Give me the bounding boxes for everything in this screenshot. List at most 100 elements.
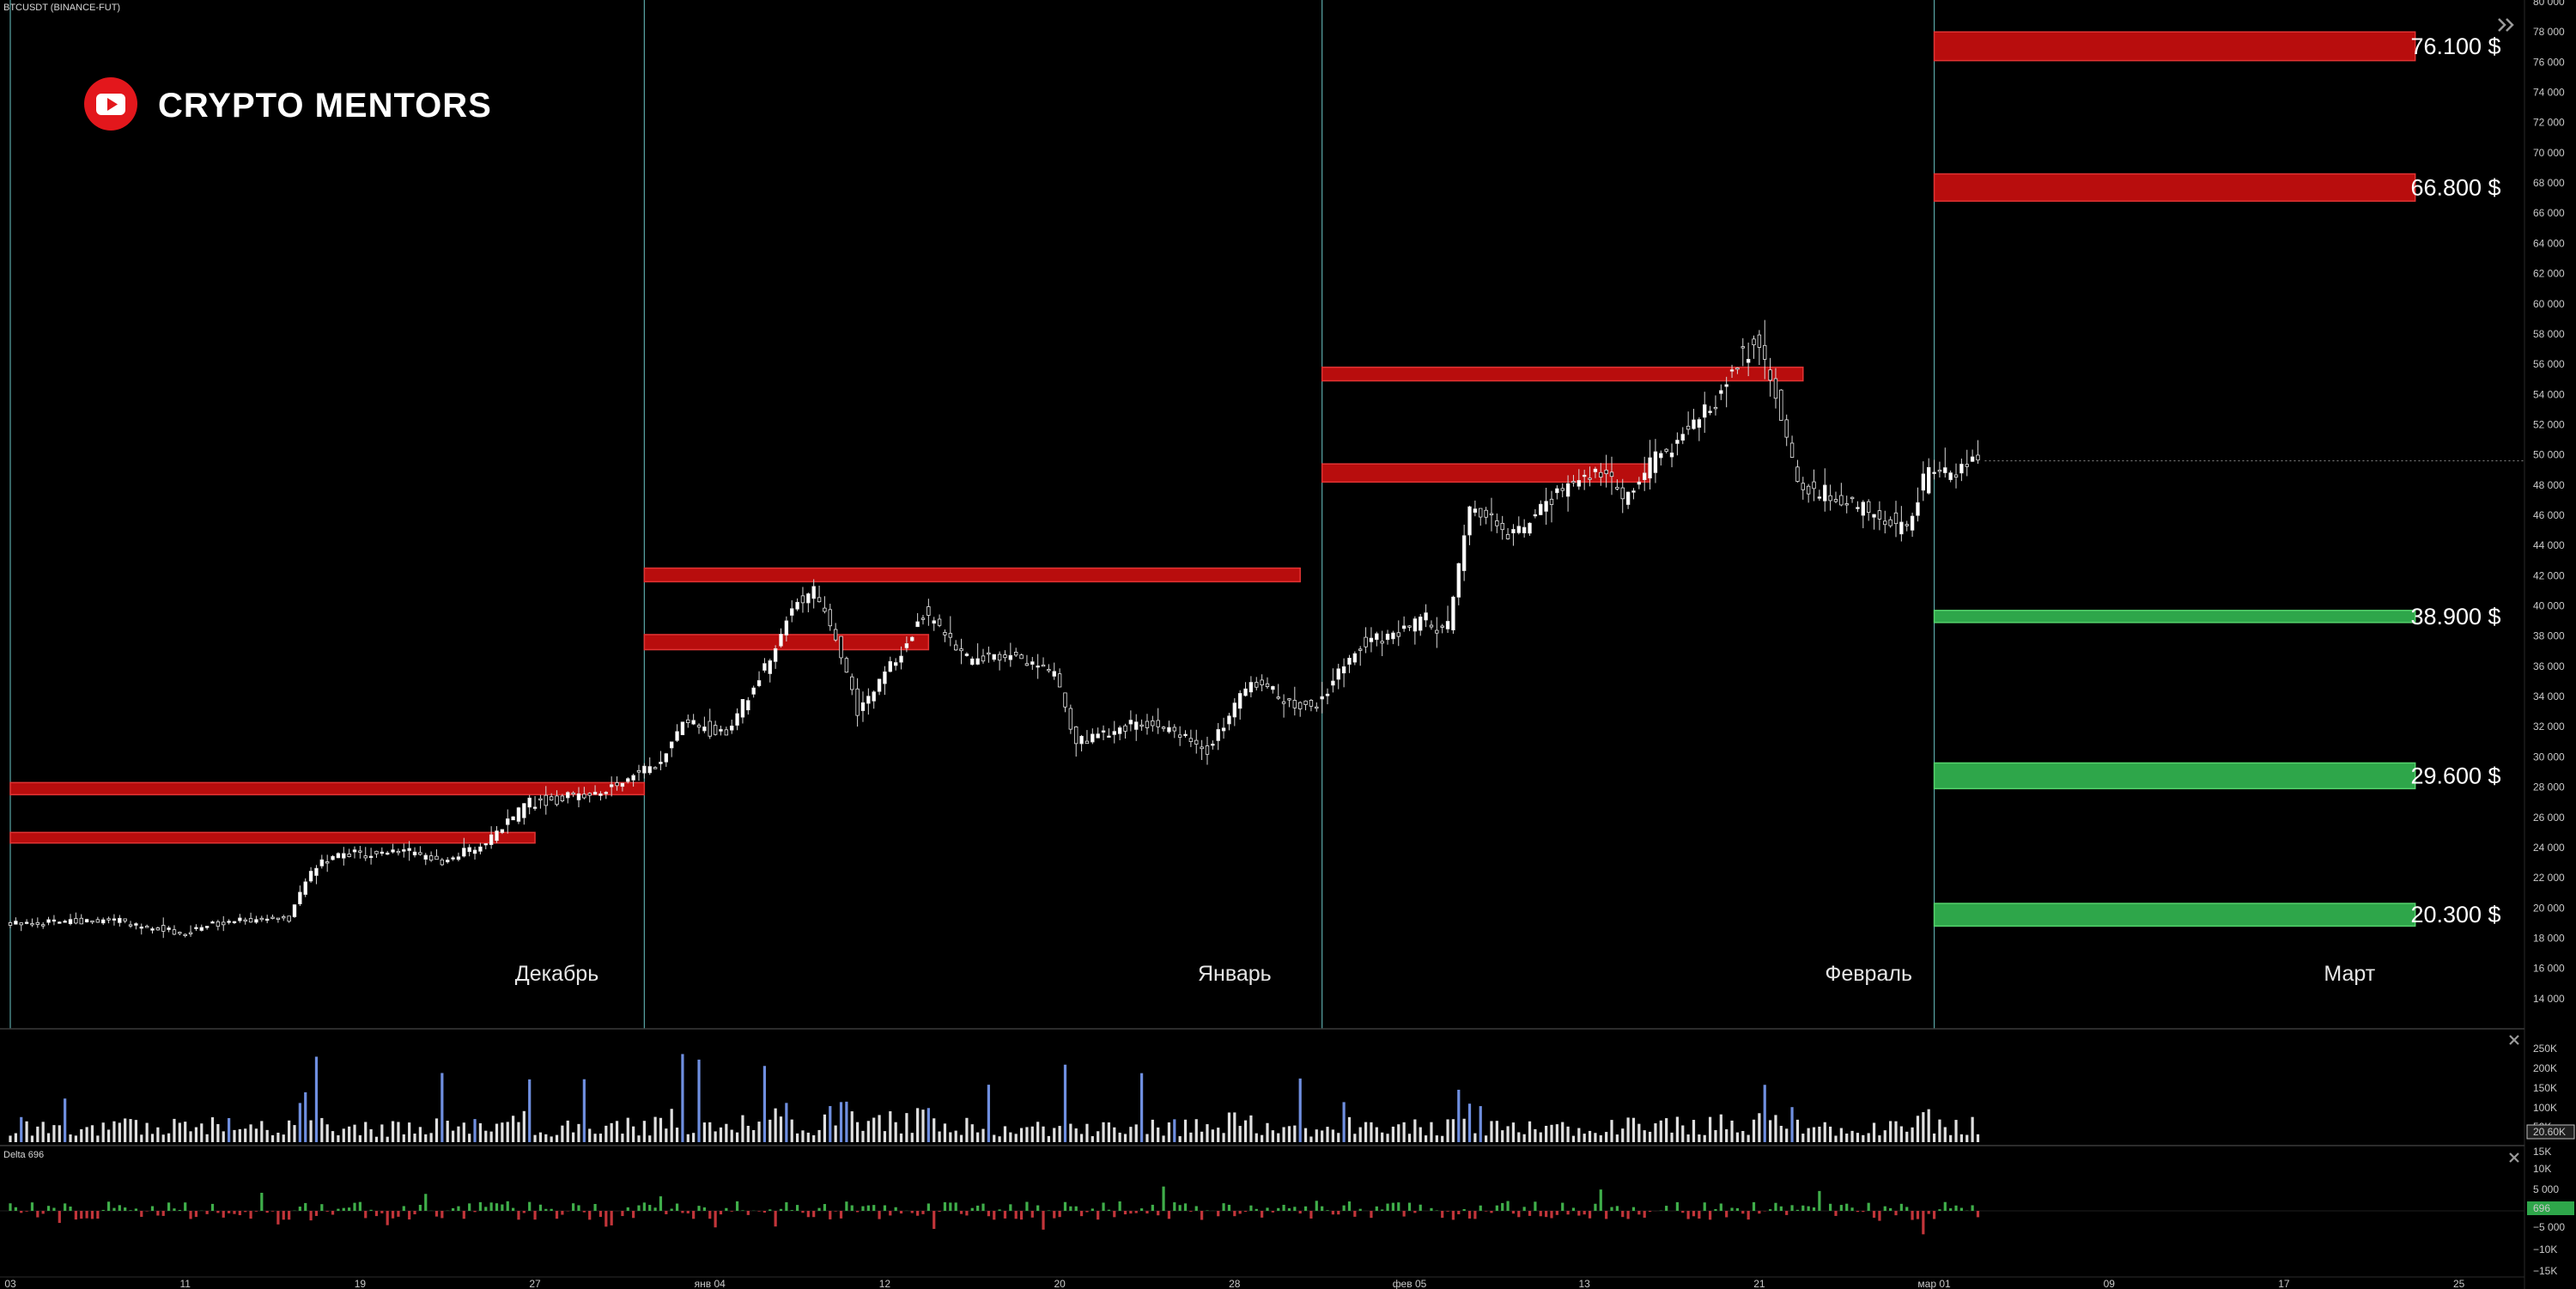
- candle-body: [1216, 729, 1220, 741]
- delta-bar: [1107, 1209, 1111, 1211]
- candle-body: [325, 861, 330, 864]
- volume-bar: [752, 1129, 756, 1142]
- candle-body: [1151, 721, 1155, 727]
- volume-bar: [446, 1121, 449, 1142]
- candle-body: [1729, 369, 1735, 372]
- volume-bar: [976, 1132, 980, 1142]
- candle-body: [566, 792, 570, 799]
- delta-bar: [1774, 1202, 1777, 1211]
- candle-body: [1347, 657, 1352, 665]
- candle-body: [1833, 499, 1838, 502]
- volume-bar: [1686, 1134, 1690, 1142]
- volume-bar: [1845, 1133, 1849, 1142]
- delta-bar: [260, 1192, 264, 1211]
- delta-bar: [1911, 1211, 1914, 1220]
- volume-bar: [550, 1136, 553, 1142]
- delta-bar: [1839, 1205, 1843, 1211]
- delta-bar: [145, 1211, 149, 1212]
- volume-bar: [1730, 1120, 1734, 1142]
- delta-bar: [1222, 1203, 1225, 1211]
- delta-bar: [484, 1207, 488, 1211]
- delta-bar: [1621, 1211, 1625, 1218]
- delta-bar: [112, 1207, 116, 1211]
- volume-bar: [1949, 1134, 1953, 1142]
- delta-bar: [320, 1204, 324, 1211]
- delta-bar: [1058, 1211, 1061, 1218]
- delta-pane[interactable]: Delta 696 15K 10K 5 000 −5 000 −10K −15K…: [0, 1146, 2574, 1277]
- price-tick-label: 48 000: [2533, 479, 2565, 491]
- volume-bar: [489, 1131, 493, 1142]
- candle-body: [1779, 389, 1783, 421]
- volume-bar: [391, 1121, 395, 1142]
- candle-body: [314, 867, 319, 876]
- candle-body: [762, 663, 767, 671]
- delta-axis-label: −15K: [2533, 1265, 2557, 1277]
- volume-bar: [1812, 1127, 1816, 1142]
- candle-body: [1320, 696, 1324, 700]
- candle-body: [123, 918, 127, 921]
- price-tick-label: 14 000: [2533, 993, 2565, 1005]
- delta-bar: [397, 1211, 400, 1217]
- volume-bar: [1965, 1134, 1969, 1142]
- time-axis[interactable]: 03 11 19 27 янв 04 12 20 28 фев 05 13 21 мар 01 09 17…: [4, 1278, 2464, 1289]
- volume-axis-label: 150K: [2533, 1082, 2557, 1094]
- candle-body: [549, 796, 554, 801]
- volume-bar: [1894, 1121, 1898, 1142]
- volume-pane[interactable]: 250K 200K 150K 100K 50K 20.60K: [9, 1035, 2575, 1142]
- volume-bar: [101, 1122, 105, 1142]
- volume-bar: [1298, 1078, 1302, 1142]
- volume-bar: [905, 1113, 908, 1142]
- candle-body: [708, 721, 712, 737]
- candle-body: [1084, 740, 1090, 745]
- delta-bar: [1473, 1211, 1477, 1219]
- volume-bar: [714, 1131, 717, 1142]
- delta-bar: [1134, 1211, 1138, 1213]
- candle-body: [1910, 515, 1915, 531]
- delta-bar: [9, 1203, 12, 1211]
- candle-body: [1271, 685, 1275, 690]
- delta-bar: [550, 1208, 553, 1211]
- volume-bar: [889, 1111, 892, 1142]
- delta-bar: [949, 1202, 952, 1211]
- candle-body: [756, 680, 762, 686]
- delta-bar: [1342, 1205, 1346, 1211]
- volume-bar: [210, 1117, 215, 1142]
- delta-bar: [883, 1205, 887, 1211]
- delta-bar: [1358, 1208, 1362, 1211]
- candle-body: [730, 725, 734, 731]
- delta-close-button[interactable]: [2509, 1152, 2519, 1163]
- candle-body: [506, 818, 510, 825]
- delta-title: Delta 696: [3, 1150, 44, 1160]
- delta-bar: [1243, 1211, 1248, 1213]
- delta-bar: [440, 1211, 444, 1219]
- candle-body: [1713, 406, 1718, 410]
- volume-bar: [451, 1130, 455, 1142]
- candle-body: [1571, 481, 1576, 483]
- delta-bar: [1867, 1202, 1870, 1211]
- volume-bar: [265, 1129, 269, 1142]
- price-axis[interactable]: 14 000 16 000 18 000 20 000 22 000 24 000 26 0…: [2524, 0, 2565, 1289]
- candle-body: [696, 725, 702, 728]
- volume-bar: [1692, 1120, 1696, 1142]
- volume-bar: [1495, 1121, 1498, 1142]
- candle-body: [1588, 477, 1592, 480]
- candle-body: [642, 765, 647, 774]
- volume-close-button[interactable]: [2509, 1035, 2519, 1045]
- delta-bar: [1145, 1211, 1149, 1214]
- volume-bar: [1534, 1128, 1537, 1142]
- volume-bar: [1238, 1126, 1242, 1142]
- candle-body: [592, 792, 598, 795]
- volume-bar: [1883, 1130, 1886, 1142]
- candle-body: [544, 794, 548, 806]
- volume-bar: [1293, 1125, 1297, 1142]
- expand-button[interactable]: [2494, 12, 2519, 38]
- candle-body: [1708, 410, 1712, 413]
- expand-button-hitbox[interactable]: [2494, 12, 2519, 38]
- candle-body: [1451, 596, 1455, 630]
- price-tick-label: 62 000: [2533, 268, 2565, 280]
- delta-bar: [118, 1205, 121, 1211]
- delta-bar: [462, 1211, 465, 1219]
- volume-bar: [1954, 1120, 1958, 1142]
- candle-body: [402, 849, 406, 852]
